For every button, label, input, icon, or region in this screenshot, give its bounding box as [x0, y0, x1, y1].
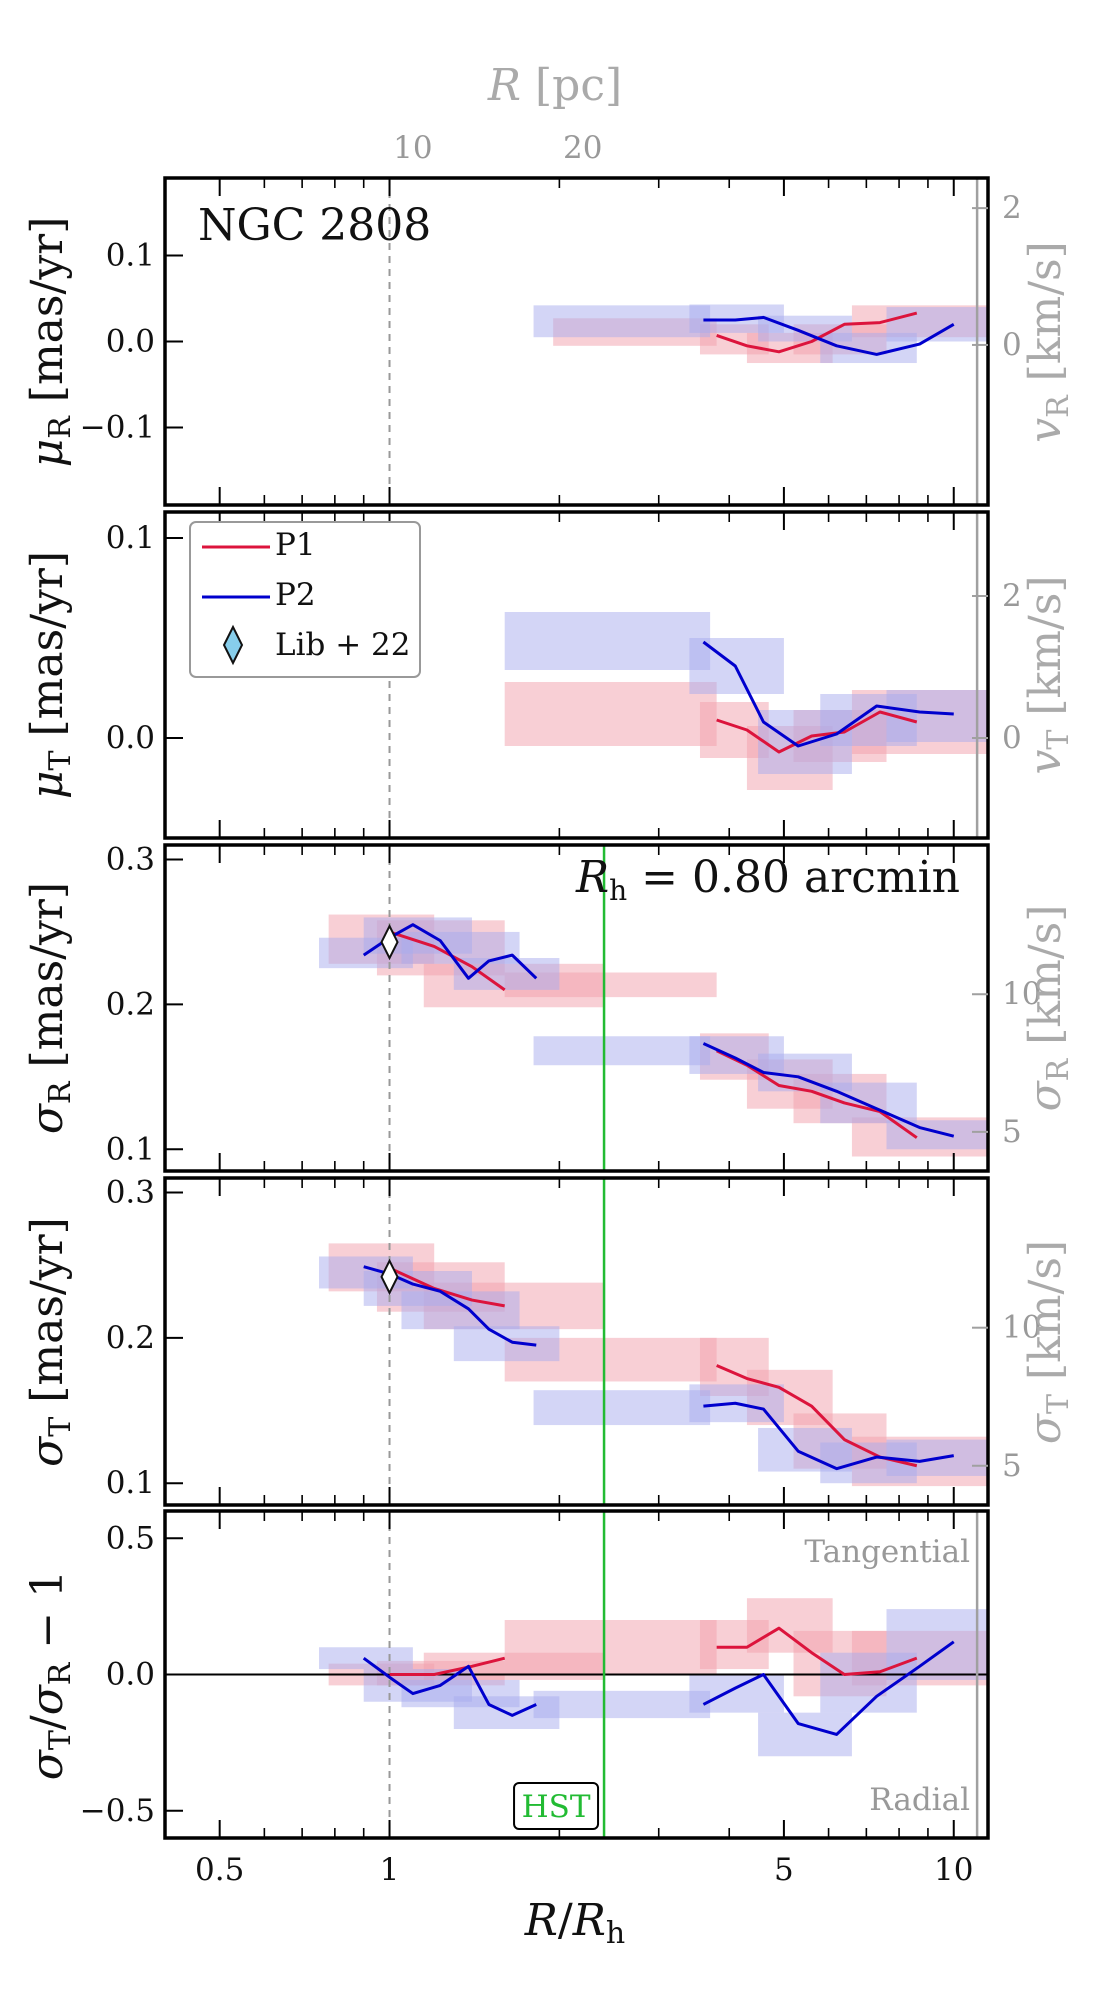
top-tick-label-10: 10 [393, 130, 432, 166]
error-band-p2 [533, 1036, 711, 1066]
plot-area-mu_R [388, 178, 988, 505]
top-axis-label: R [pc] [487, 60, 622, 111]
tangential-label: Tangential [804, 1534, 970, 1570]
right-axis-tick-label: 2 [1002, 190, 1022, 226]
panels: −0.10.00.1020.00.1020.10.20.35100.10.20.… [80, 176, 1041, 1840]
lib22-marker [380, 1258, 399, 1296]
y-axis-label-ratio: σT/σR − 1 [22, 1570, 78, 1780]
top-axis: R [pc] 10 20 [393, 60, 622, 166]
y-tick-label: 0.1 [106, 237, 155, 273]
legend-label: Lib + 22 [275, 627, 410, 663]
hst-label: HST [522, 1789, 591, 1825]
right-axis-tick-label: 10 [1002, 1310, 1041, 1346]
error-band-p2 [886, 1609, 988, 1680]
legend-label: P2 [275, 577, 316, 613]
y-axis-label: μT [mas/yr] [22, 551, 78, 799]
series-line-p1 [716, 710, 918, 754]
error-band-p1 [504, 1620, 717, 1675]
x-tick-label: 1 [380, 1852, 400, 1888]
legend-label: P1 [275, 527, 316, 563]
x-tick-label: 5 [774, 1852, 794, 1888]
rh-annotation: Rh = 0.80 arcmin [575, 852, 960, 907]
right-axis-label: σR [km/s] [1020, 905, 1076, 1112]
plot-area-mu_T [388, 512, 988, 838]
error-band-p2 [533, 305, 711, 338]
y-tick-label: −0.1 [80, 410, 155, 446]
y-axis-label: σR [mas/yr] [22, 882, 78, 1134]
panel-sigma_R: 0.1 0.2 0.3 5 10 [106, 841, 1041, 1173]
error-band-p2 [689, 1674, 784, 1713]
error-band-p2 [820, 1082, 917, 1124]
plot-area-sigma_R [319, 845, 988, 1171]
error-band-p2 [886, 690, 988, 742]
series-line-p1 [716, 311, 918, 354]
right-axis-label: vR [km/s] [1020, 241, 1076, 443]
series-line-p2 [702, 1640, 955, 1736]
series-line-p1 [388, 1266, 505, 1308]
right-axis-label: σT [km/s] [1020, 1240, 1076, 1444]
y-tick-label: 0.0 [106, 324, 155, 360]
legend: P1 P2 Lib + 22 [189, 521, 421, 678]
series-line-p2 [703, 1401, 955, 1471]
panel-frame [163, 843, 990, 1173]
error-band-p2 [533, 1690, 711, 1719]
y-tick-label: 0.2 [106, 1320, 155, 1356]
error-band-p2 [453, 1326, 560, 1362]
series-line-p2 [702, 1042, 955, 1138]
x-tick-label: 0.5 [195, 1852, 244, 1888]
series-line-p2 [703, 315, 955, 356]
panel-mu_T: 0.0 0.1 0 2 [106, 510, 1022, 840]
y-tick-label: 0.2 [106, 986, 155, 1022]
lib22-marker [380, 923, 399, 961]
right-axis-tick-label: 0 [1002, 720, 1022, 756]
x-tick-label: 10 [934, 1852, 973, 1888]
y-tick-label: 0.1 [106, 1131, 155, 1167]
right-axis-tick-label: 5 [1002, 1448, 1022, 1484]
right-axis-label: vT [km/s] [1020, 576, 1076, 775]
series-line-p1 [389, 1656, 506, 1676]
series-line-p1 [716, 1626, 918, 1676]
right-axis-tick-label: 10 [1002, 976, 1041, 1012]
cluster-title: NGC 2808 [198, 200, 431, 251]
radial-label: Radial [869, 1782, 970, 1818]
error-band-p2 [504, 612, 711, 670]
y-axis-label: μR [mas/yr] [22, 217, 78, 468]
right-axis-tick-label: 0 [1002, 327, 1022, 363]
error-band-p2 [886, 1120, 988, 1150]
legend-swatch-lib22 [222, 624, 244, 666]
y-tick-label: 0.3 [106, 1175, 155, 1211]
error-band-p1 [504, 682, 717, 746]
legend-box [189, 521, 421, 678]
y-tick-label: 0.0 [106, 1657, 155, 1693]
x-axis-label: R/Rh [524, 1895, 625, 1951]
y-tick-label: 0.1 [106, 1465, 155, 1501]
plot-area-sigma_T [319, 1178, 988, 1505]
panel-frame [163, 510, 990, 840]
y-tick-label: 0.3 [106, 841, 155, 877]
top-tick-label-20: 20 [563, 130, 602, 166]
panel-ratio: −0.5 0.0 0.5 [80, 1509, 990, 1840]
series-line-p2 [702, 640, 954, 748]
plot-area-ratio [165, 1511, 988, 1838]
hst-label-box [513, 1782, 600, 1830]
panel-sigma_T: 0.1 0.2 0.3 5 10 [106, 1175, 1041, 1507]
error-band-p2 [533, 1390, 711, 1426]
panel-frame [163, 1176, 990, 1507]
y-tick-label: 0.0 [106, 720, 155, 756]
panel-mu_R: −0.1 0.0 0.1 0 2 [80, 176, 1022, 507]
right-axis-tick-label: 5 [1002, 1114, 1022, 1150]
y-tick-label: 0.5 [106, 1520, 155, 1556]
error-band-p2 [886, 307, 988, 342]
series-line-p2 [362, 1656, 537, 1717]
error-band-p2 [453, 958, 560, 990]
y-tick-label: 0.1 [106, 520, 155, 556]
y-tick-label: −0.5 [80, 1793, 155, 1829]
right-axis-tick-label: 2 [1002, 578, 1022, 614]
y-axis-label: σT [mas/yr] [22, 1217, 78, 1467]
